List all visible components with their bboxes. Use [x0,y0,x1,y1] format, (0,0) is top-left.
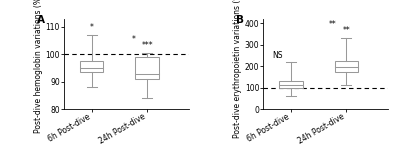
FancyBboxPatch shape [136,57,159,79]
Text: **: ** [329,20,336,29]
FancyBboxPatch shape [335,61,358,72]
Text: ***: *** [141,41,153,50]
Text: *: * [90,23,94,32]
FancyBboxPatch shape [80,61,103,72]
Y-axis label: Post-dive erythropoietin variations (%): Post-dive erythropoietin variations (%) [233,0,242,138]
Text: NS: NS [272,51,282,60]
Text: **: ** [342,26,350,35]
Text: B: B [236,15,244,25]
FancyBboxPatch shape [280,81,303,88]
Y-axis label: Post-dive hemoglobin variations (%): Post-dive hemoglobin variations (%) [34,0,42,134]
Text: *: * [131,35,135,44]
Text: A: A [36,15,44,25]
